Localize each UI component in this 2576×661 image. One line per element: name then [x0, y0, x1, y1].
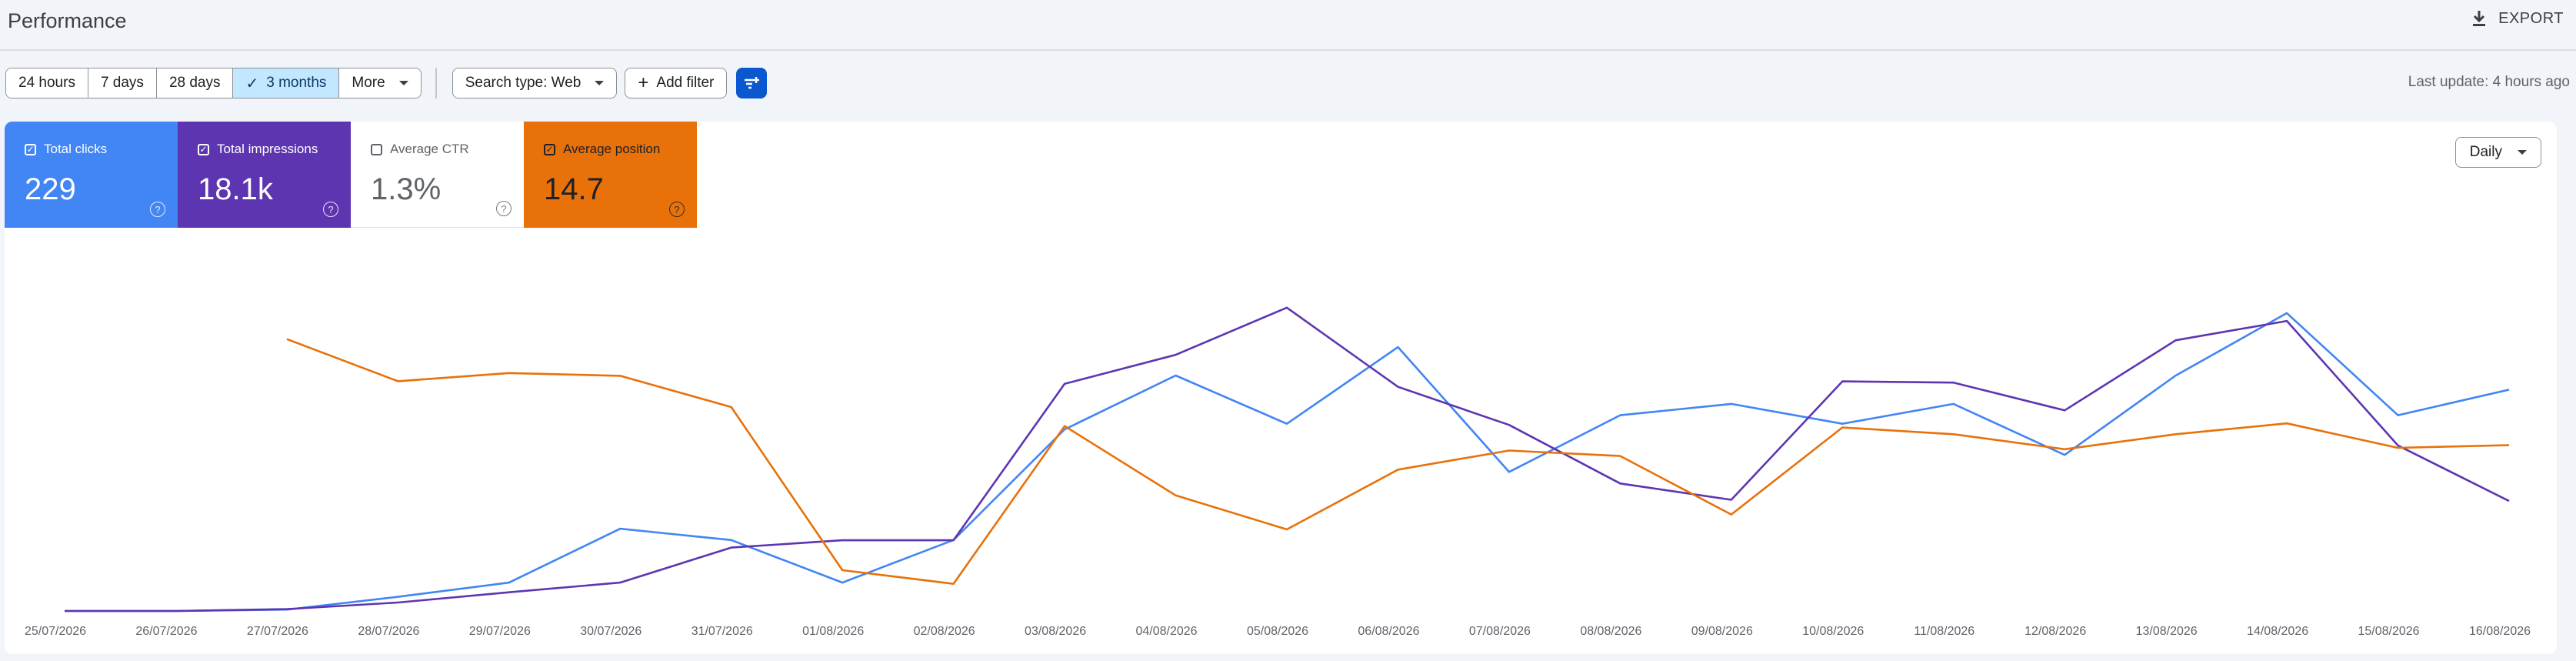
x-tick-label: 05/08/2026	[1247, 625, 1308, 638]
x-tick-label: 06/08/2026	[1358, 625, 1419, 638]
help-icon[interactable]: ?	[669, 202, 685, 217]
range-28-days[interactable]: 28 days	[156, 68, 234, 98]
help-icon[interactable]: ?	[150, 202, 165, 217]
check-icon: ✓	[245, 75, 259, 92]
metric-value: 14.7	[544, 172, 604, 206]
x-tick-label: 12/08/2026	[2024, 625, 2086, 638]
export-button[interactable]: EXPORT	[2471, 9, 2564, 28]
checkbox-checked-icon[interactable]: ✓	[25, 143, 36, 155]
range-label: 7 days	[100, 75, 144, 91]
metric-value: 18.1k	[198, 172, 273, 206]
filter-toolbar: 24 hours 7 days 28 days ✓ 3 months More S…	[5, 67, 768, 99]
x-tick-label: 09/08/2026	[1691, 625, 1753, 638]
caret-down-icon	[2518, 150, 2527, 155]
range-label: 28 days	[168, 75, 221, 91]
checkbox-checked-icon[interactable]: ✓	[544, 143, 555, 155]
page-title: Performance	[8, 9, 127, 32]
metric-label: Total clicks	[44, 142, 108, 156]
metric-value: 1.3%	[371, 172, 442, 206]
x-tick-label: 15/08/2026	[2358, 625, 2420, 638]
range-24-hours[interactable]: 24 hours	[6, 68, 88, 98]
last-update-text: Last update: 4 hours ago	[2408, 74, 2570, 90]
caret-down-icon	[398, 81, 408, 85]
add-filter-button[interactable]: + Add filter	[625, 68, 728, 98]
x-tick-label: 31/07/2026	[691, 625, 753, 638]
x-tick-label: 16/08/2026	[2469, 625, 2531, 638]
metric-value: 229	[25, 172, 76, 206]
granularity-label: Daily	[2469, 144, 2502, 160]
date-range-selector: 24 hours 7 days 28 days ✓ 3 months More	[5, 68, 422, 98]
x-tick-label: 26/07/2026	[135, 625, 197, 638]
plus-icon: +	[638, 72, 649, 93]
export-label: EXPORT	[2498, 9, 2564, 27]
metric-total-impressions[interactable]: ✓ Total impressions 18.1k ?	[178, 122, 351, 228]
x-tick-label: 25/07/2026	[25, 625, 86, 638]
filter-settings-button[interactable]	[736, 68, 768, 98]
range-3-months[interactable]: ✓ 3 months	[233, 68, 340, 98]
range-label: 3 months	[266, 75, 327, 91]
checkbox-checked-icon[interactable]: ✓	[198, 143, 209, 155]
toolbar-divider	[435, 68, 437, 98]
performance-card: 25/07/2026 26/07/2026 27/07/2026 28/07/2026…	[5, 122, 2557, 654]
x-tick-label: 30/07/2026	[580, 625, 642, 638]
filter-icon	[745, 77, 760, 89]
x-tick-label: 27/07/2026	[247, 625, 308, 638]
x-tick-label: 11/08/2026	[1914, 625, 1974, 638]
metric-average-ctr[interactable]: Average CTR 1.3% ?	[351, 122, 524, 228]
range-label: More	[352, 75, 385, 91]
performance-chart: 25/07/2026 26/07/2026 27/07/2026 28/07/2026…	[25, 306, 2531, 638]
metric-total-clicks[interactable]: ✓ Total clicks 229 ?	[5, 122, 178, 228]
x-tick-label: 07/08/2026	[1469, 625, 1531, 638]
download-icon	[2473, 11, 2486, 26]
x-tick-label: 04/08/2026	[1136, 625, 1198, 638]
metric-label: Total impressions	[217, 142, 318, 156]
help-icon[interactable]: ?	[323, 202, 338, 217]
x-tick-label: 08/08/2026	[1580, 625, 1641, 638]
x-tick-label: 28/07/2026	[358, 625, 419, 638]
metric-label: Average CTR	[390, 142, 469, 156]
x-tick-label: 29/07/2026	[469, 625, 531, 638]
series-line-total-clicks	[65, 312, 2510, 613]
add-filter-label: Add filter	[656, 75, 715, 91]
series-line-total-impressions	[65, 306, 2510, 613]
x-tick-label: 13/08/2026	[2136, 625, 2198, 638]
metric-label: Average position	[563, 142, 661, 156]
range-7-days[interactable]: 7 days	[88, 68, 157, 98]
search-type-dropdown[interactable]: Search type: Web	[452, 68, 618, 98]
metric-average-position[interactable]: ✓ Average position 14.7 ?	[524, 122, 697, 228]
range-more-dropdown[interactable]: More	[339, 68, 421, 98]
x-tick-label: 02/08/2026	[914, 625, 975, 638]
caret-down-icon	[595, 81, 605, 85]
granularity-dropdown[interactable]: Daily	[2454, 137, 2541, 168]
range-label: 24 hours	[18, 75, 75, 91]
x-tick-label: 03/08/2026	[1025, 625, 1086, 638]
x-tick-label: 10/08/2026	[1802, 625, 1864, 638]
page-header: Performance EXPORT	[0, 0, 2576, 51]
series-line-average-position	[286, 338, 2510, 585]
help-icon[interactable]: ?	[496, 201, 512, 216]
search-type-label: Search type: Web	[465, 75, 582, 91]
checkbox-unchecked-icon[interactable]	[371, 143, 382, 155]
x-tick-label: 01/08/2026	[802, 625, 864, 638]
x-tick-label: 14/08/2026	[2247, 625, 2308, 638]
